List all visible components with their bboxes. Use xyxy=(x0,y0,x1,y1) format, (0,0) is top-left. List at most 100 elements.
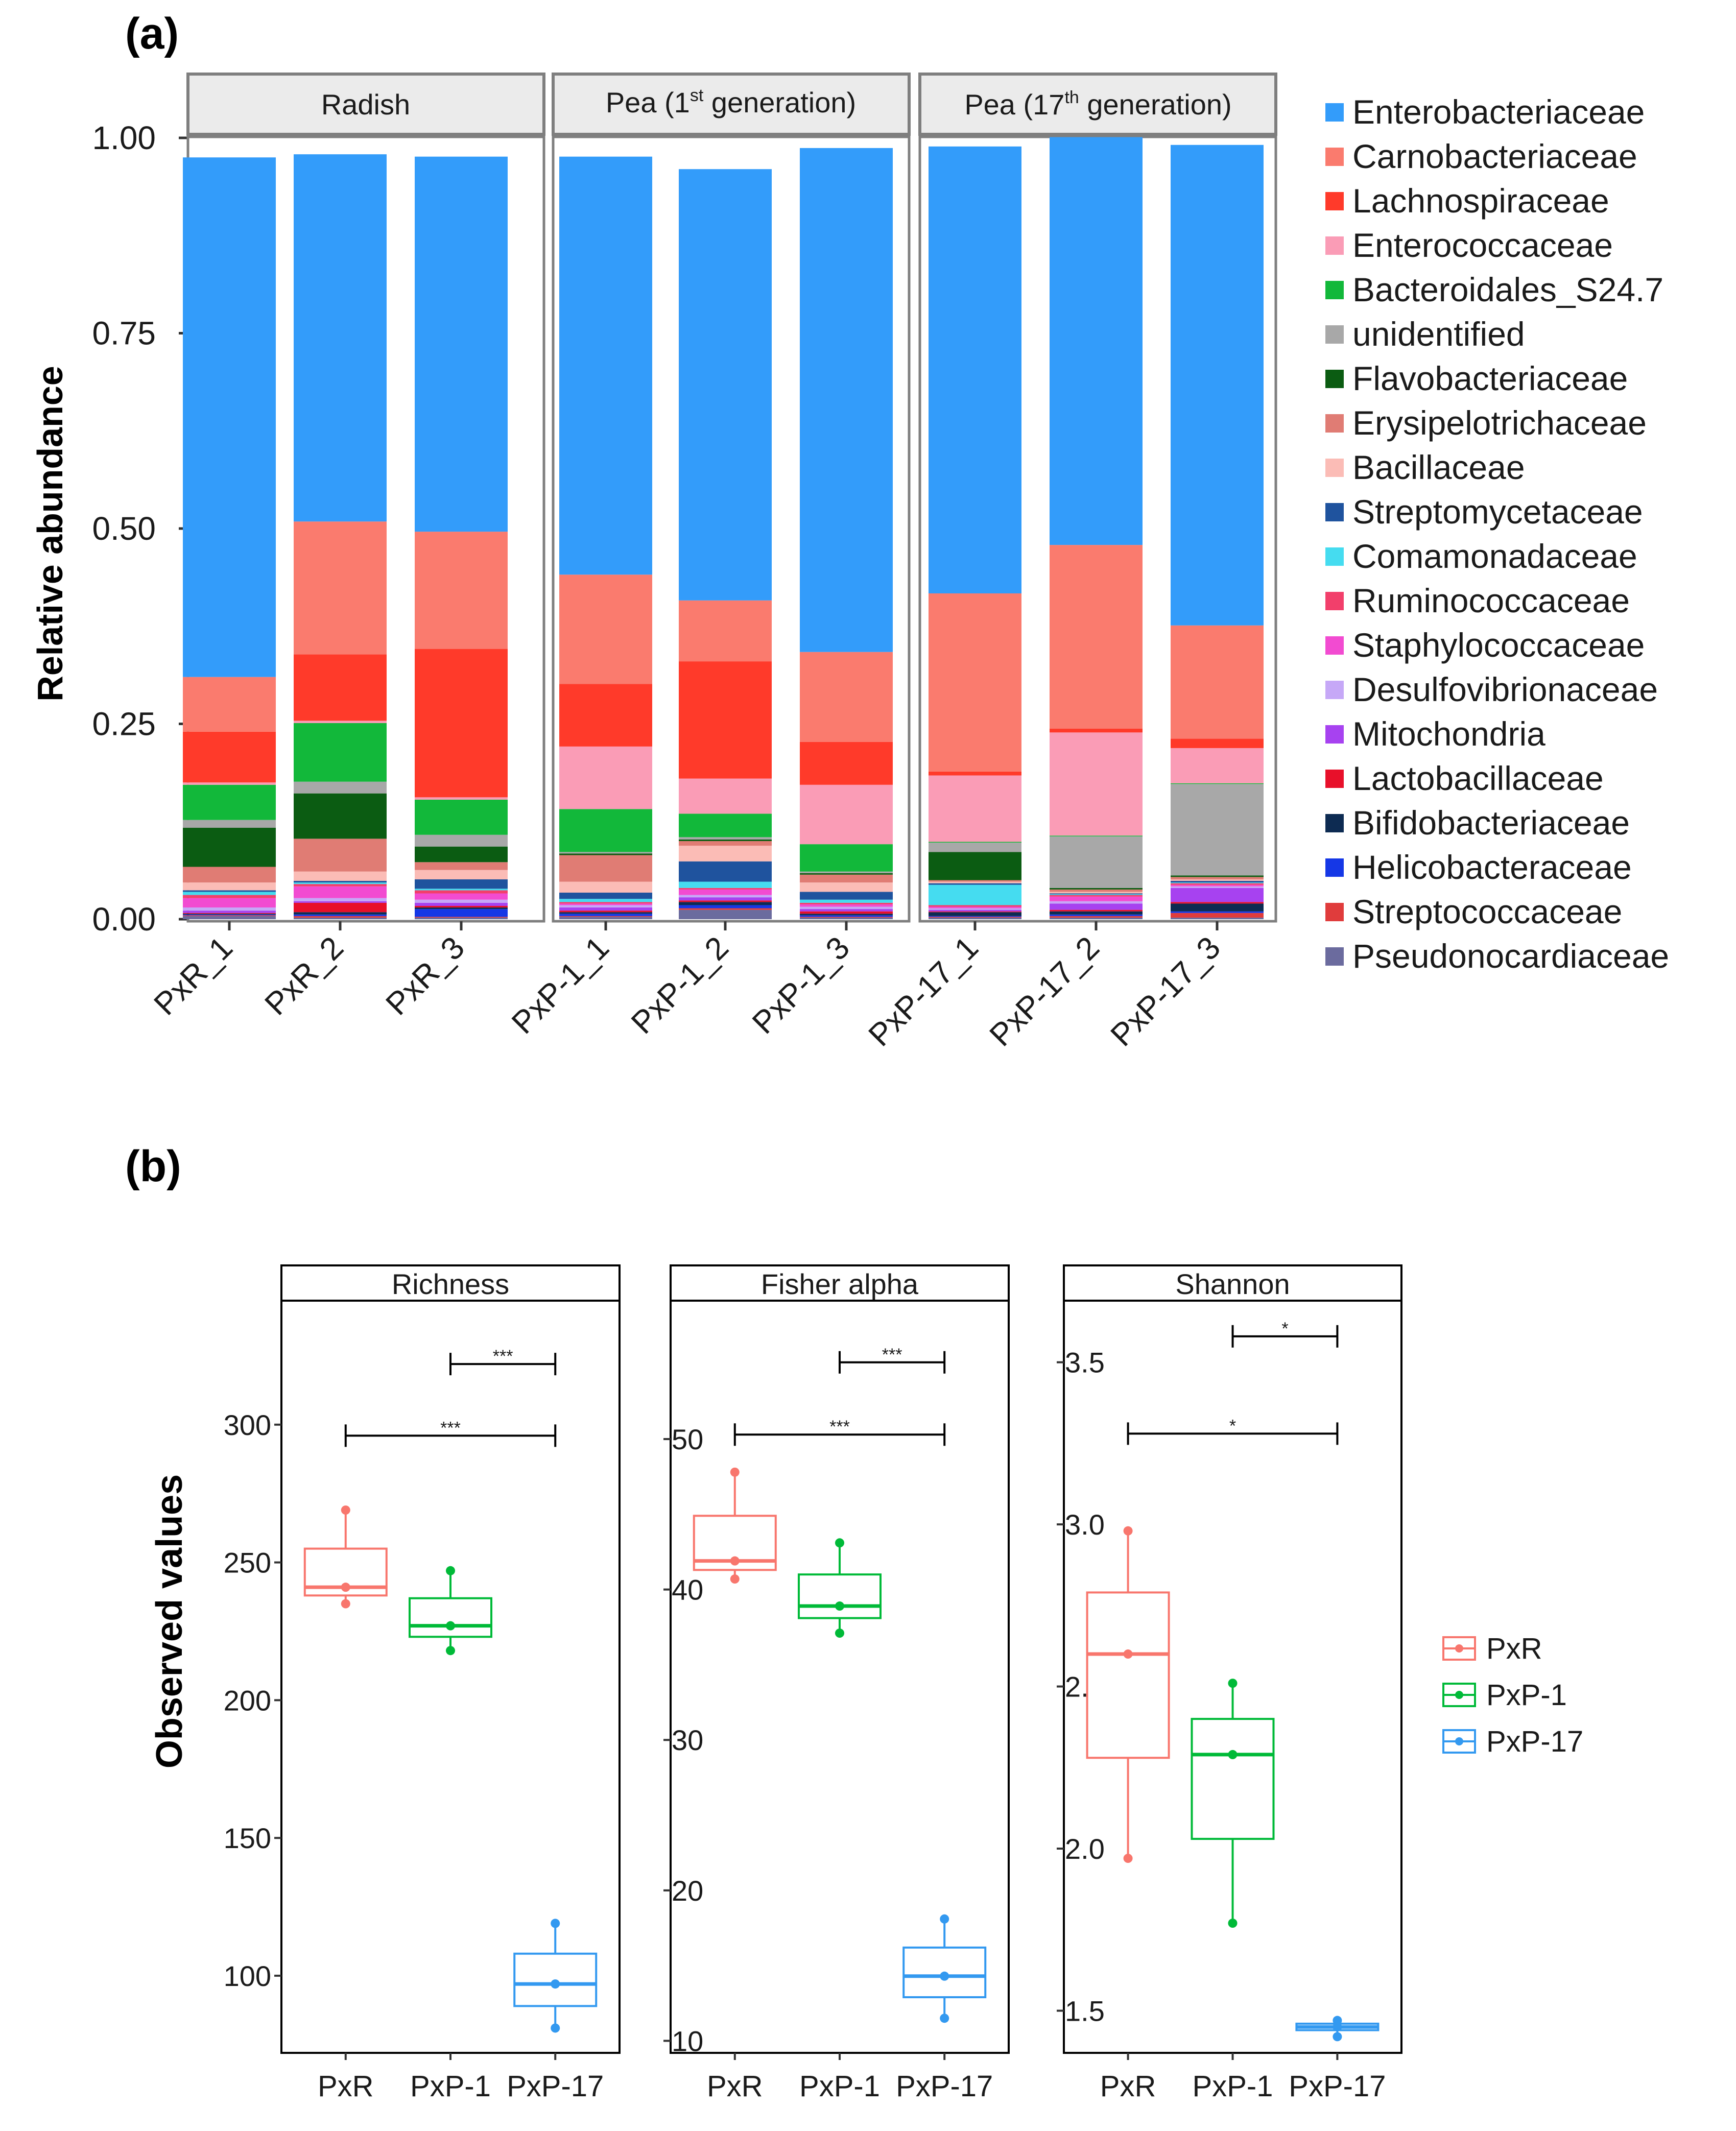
legend-swatch-unidentified xyxy=(1325,325,1344,344)
legend-key-point xyxy=(1455,1691,1463,1699)
x-tick-label: PxR xyxy=(318,2070,374,2103)
bar-segment-unidentified xyxy=(183,820,276,828)
legend-label-pxp-1: PxP-1 xyxy=(1486,1679,1567,1712)
bar-segment-bacteroidales-s24-7 xyxy=(679,813,772,837)
bar-segment-unidentified xyxy=(1050,836,1143,888)
bar-segment-helicobacteraceae xyxy=(679,905,772,908)
bar-segment-mitochondria xyxy=(559,907,652,911)
box-pxp-1 xyxy=(1191,1679,1275,1928)
legend-key-point xyxy=(1455,1737,1463,1745)
bar-segment-comamonadaceae xyxy=(559,899,652,902)
bar-segment-streptococcaceae xyxy=(183,915,276,916)
bar-segment-enterococcaceae xyxy=(1171,748,1264,783)
bar-segment-lactobacillaceae xyxy=(679,900,772,902)
significance-bracket: *** xyxy=(344,1418,557,1447)
data-point xyxy=(1333,2016,1342,2025)
bar-segment-bacteroidales-s24-7 xyxy=(1171,783,1264,784)
y-tick-label: 0.50 xyxy=(92,510,156,547)
bar-segment-staphylococcaceae xyxy=(294,886,387,898)
bar-segment-mitochondria xyxy=(1171,888,1264,902)
bar-segment-comamonadaceae xyxy=(679,881,772,888)
y-tick-label: 200 xyxy=(224,1684,271,1716)
data-point xyxy=(730,1574,740,1584)
stacked-bar-y-axis-title: Relative abundance xyxy=(30,366,70,701)
data-point xyxy=(835,1629,844,1638)
bar-segment-pseudonocardiaceae xyxy=(929,917,1021,919)
bar-segment-ruminococcaceae xyxy=(415,890,508,894)
bar-segment-erysipelotrichaceae xyxy=(294,839,387,872)
significance-bracket: *** xyxy=(839,1345,946,1374)
legend-label-pxp-17: PxP-17 xyxy=(1486,1725,1583,1758)
bar-segment-streptomycetaceae xyxy=(183,890,276,892)
bar-segment-streptococcaceae xyxy=(294,916,387,918)
legend-label-enterobacteriaceae: Enterobacteriaceae xyxy=(1352,93,1645,131)
legend-swatch-bifidobacteriaceae xyxy=(1325,814,1344,832)
bar-segment-enterobacteriaceae xyxy=(294,154,387,522)
legend-label-lactobacillaceae: Lactobacillaceae xyxy=(1352,759,1604,797)
significance-label: *** xyxy=(829,1417,850,1436)
bar-segment-mitochondria xyxy=(415,902,508,906)
bar-segment-ruminococcaceae xyxy=(294,884,387,887)
bar-segment-ruminococcaceae xyxy=(1171,883,1264,885)
bar-segment-helicobacteraceae xyxy=(294,914,387,916)
data-point xyxy=(1228,1679,1238,1688)
bar-segment-flavobacteriaceae xyxy=(679,839,772,841)
strip-label-shannon: Shannon xyxy=(1175,1268,1290,1300)
x-tick-label: PxP-17 xyxy=(1289,2070,1386,2103)
bar-segment-enterococcaceae xyxy=(679,778,772,814)
legend-swatch-streptomycetaceae xyxy=(1325,503,1344,521)
strip-label-fisher-alpha: Fisher alpha xyxy=(761,1268,919,1300)
bar-segment-bifidobacteriaceae xyxy=(929,912,1021,916)
bar-segment-helicobacteraceae xyxy=(415,909,508,917)
bar-segment-unidentified xyxy=(415,834,508,847)
bar-segment-bifidobacteriaceae xyxy=(1171,903,1264,912)
bar-segment-unidentified xyxy=(559,852,652,854)
legend-swatch-lactobacillaceae xyxy=(1325,770,1344,788)
bar-segment-erysipelotrichaceae xyxy=(1050,889,1143,892)
bar-stack-pxp-1-1 xyxy=(559,156,652,919)
box-panel-richness: Richness 100 150 200 250 300 *** *** PxR PxP-1 PxP… xyxy=(224,1264,621,2103)
bar-stack-pxp-1-3 xyxy=(800,148,893,919)
bar-segment-lactobacillaceae xyxy=(1050,909,1143,912)
bar-segment-bifidobacteriaceae xyxy=(800,914,893,916)
x-tick-label: PxR xyxy=(1100,2070,1156,2103)
bar-segment-enterococcaceae xyxy=(559,746,652,809)
bar-segment-erysipelotrichaceae xyxy=(929,880,1021,882)
bar-segment-lactobacillaceae xyxy=(415,905,508,908)
legend-swatch-erysipelotrichaceae xyxy=(1325,414,1344,433)
bar-segment-streptomycetaceae xyxy=(559,892,652,899)
bar-segment-bacillaceae xyxy=(415,870,508,879)
bar-segment-helicobacteraceae xyxy=(1050,914,1143,916)
bar-segment-bifidobacteriaceae xyxy=(294,912,387,915)
bar-segment-helicobacteraceae xyxy=(800,915,893,917)
data-point xyxy=(730,1556,740,1566)
significance-bracket: *** xyxy=(449,1347,557,1376)
legend-label-lachnospiraceae: Lachnospiraceae xyxy=(1352,182,1609,220)
bar-segment-enterococcaceae xyxy=(183,782,276,785)
stacked-bars xyxy=(183,137,1264,919)
legend-key-pxp-1 xyxy=(1442,1683,1476,1707)
x-tick-label: PxP-17 xyxy=(507,2070,604,2103)
bar-segment-staphylococcaceae xyxy=(183,898,276,908)
bar-segment-enterobacteriaceae xyxy=(800,148,893,652)
legend-label-erysipelotrichaceae: Erysipelotrichaceae xyxy=(1352,404,1647,442)
bar-segment-lachnospiraceae xyxy=(800,741,893,785)
data-point xyxy=(551,2023,560,2033)
bar-segment-helicobacteraceae xyxy=(559,914,652,916)
panel-a-label: (a) xyxy=(125,9,179,58)
bar-segment-pseudonocardiaceae xyxy=(679,909,772,919)
legend-label-ruminococcaceae: Ruminococcaceae xyxy=(1352,582,1630,619)
y-tick-label: 1.00 xyxy=(92,119,156,156)
legend-label-helicobacteraceae: Helicobacteraceae xyxy=(1352,848,1632,886)
bar-segment-comamonadaceae xyxy=(183,892,276,895)
bar-segment-bacillaceae xyxy=(679,846,772,861)
legend-swatch-lachnospiraceae xyxy=(1325,192,1344,210)
bar-segment-bifidobacteriaceae xyxy=(559,912,652,914)
bar-segment-bifidobacteriaceae xyxy=(183,914,276,915)
bar-segment-lactobacillaceae xyxy=(1171,902,1264,904)
bar-segment-streptomycetaceae xyxy=(679,861,772,882)
bar-segment-mitochondria xyxy=(929,909,1021,912)
bar-segment-desulfovibrionaceae xyxy=(929,908,1021,910)
box-plot-legend: PxR PxP-1 PxP-17 xyxy=(1442,1632,1583,1758)
facet-panel-pea-17th xyxy=(918,135,1277,923)
